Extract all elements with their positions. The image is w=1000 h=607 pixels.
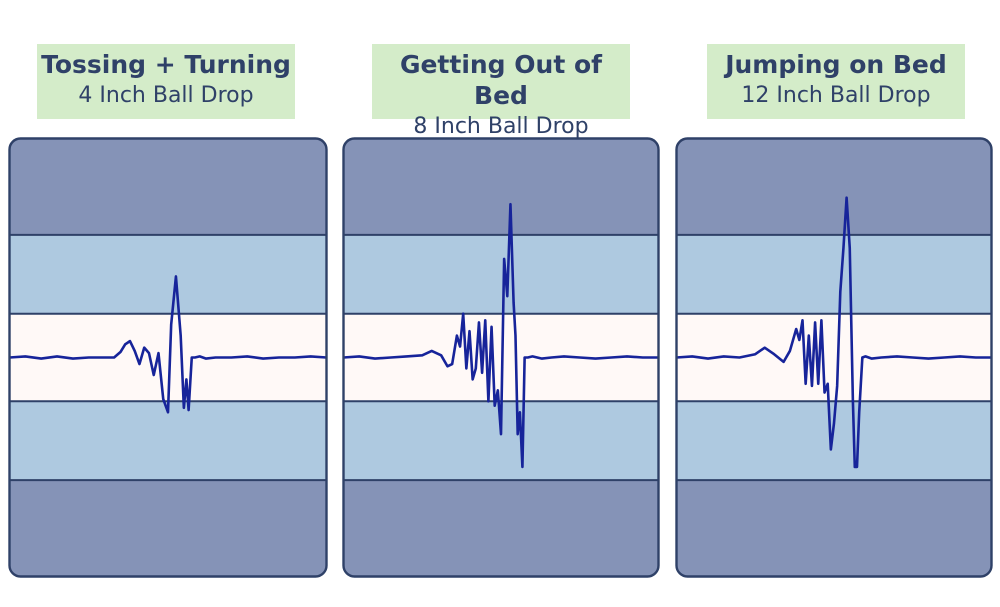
panel-frame [8,137,328,578]
band-middle-top [343,234,659,314]
vibration-trace-line [343,202,659,469]
panel-bands [343,138,659,577]
band-middle-bottom [9,401,327,481]
band-middle-top [676,234,992,314]
panel-title: Tossing + Turning [41,50,291,79]
panel-jumping-on-bed [675,137,993,578]
panel-subtitle: 8 Inch Ball Drop [413,114,589,139]
band-outer-top [676,138,992,235]
band-outer-top [343,138,659,235]
panel-bands [676,138,992,577]
panel-frame [675,137,993,578]
band-middle-top [9,234,327,314]
band-outer-bottom [343,480,659,577]
band-outer-bottom [676,480,992,577]
panel-tossing-turning [8,137,328,578]
panel-getting-out-of-bed [342,137,660,578]
vibration-trace-line [676,196,992,469]
panel-title: Jumping on Bed [725,50,947,79]
panel-label-getting-out-of-bed: Getting Out of Bed 8 Inch Ball Drop [372,44,630,139]
panel-label-jumping-on-bed: Jumping on Bed 12 Inch Ball Drop [707,44,965,119]
vibration-trace-line [9,275,327,414]
band-outer-top [9,138,327,235]
panel-frame [342,137,660,578]
panel-subtitle: 12 Inch Ball Drop [741,83,931,108]
panel-label-tossing-turning: Tossing + Turning 4 Inch Ball Drop [37,44,295,119]
band-outer-bottom [9,480,327,577]
panel-subtitle: 4 Inch Ball Drop [78,83,254,108]
panel-title: Getting Out of Bed [399,50,603,110]
panel-bands [9,138,327,577]
